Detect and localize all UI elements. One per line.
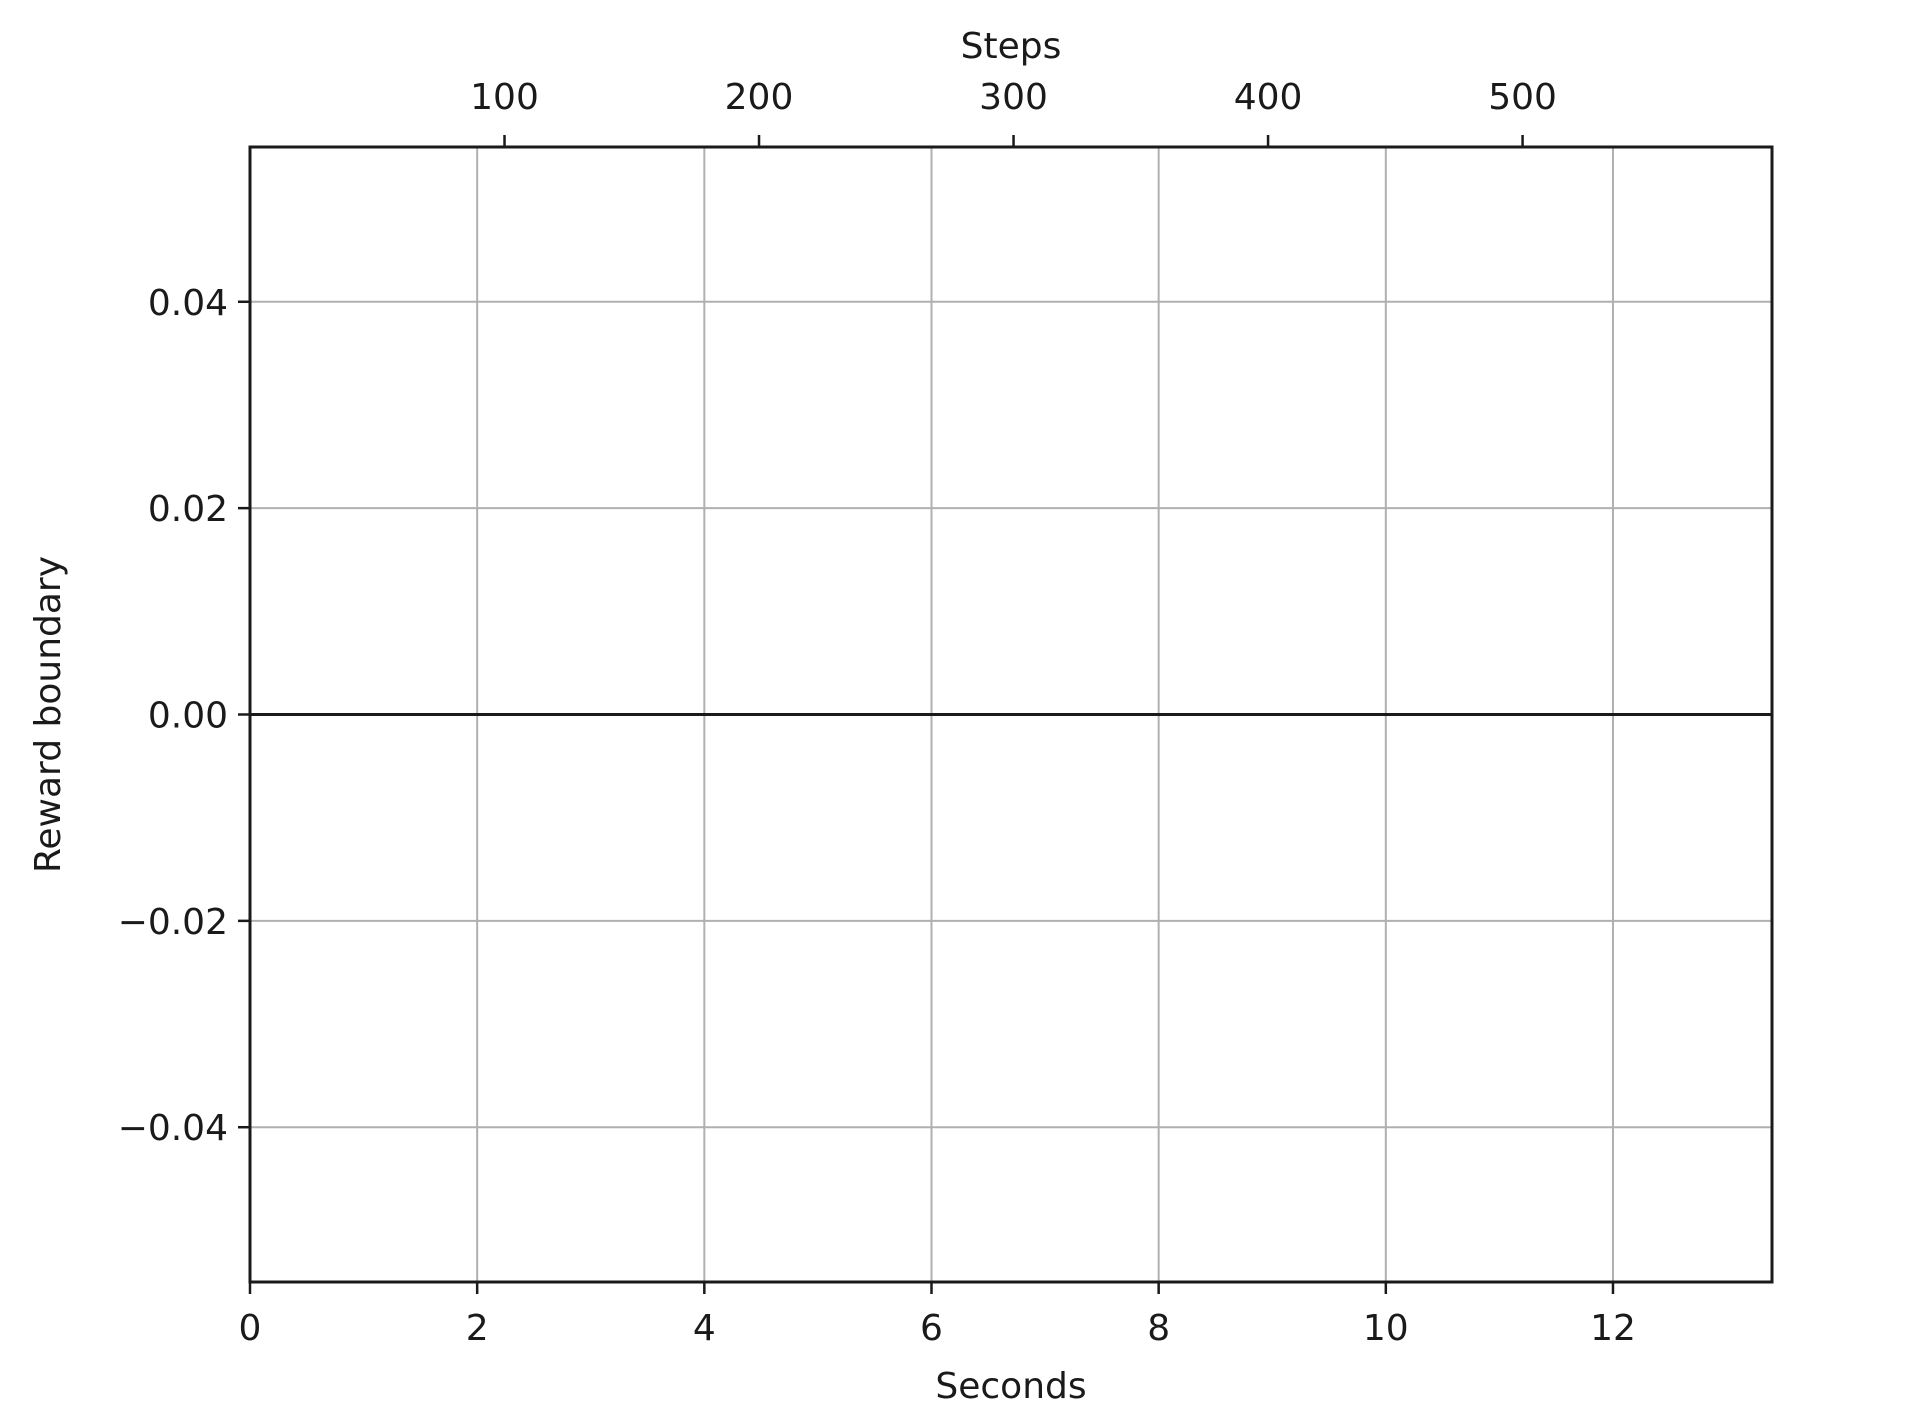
y-tick-label: −0.04 (118, 1108, 228, 1149)
top-axis-label: Steps (961, 26, 1062, 67)
y-tick-label: 0.04 (148, 283, 228, 324)
top-tick-label: 100 (470, 77, 539, 118)
top-tick-label: 200 (725, 77, 794, 118)
x-tick-label: 0 (239, 1308, 262, 1349)
x-axis-label: Seconds (935, 1366, 1086, 1407)
x-tick-label: 12 (1590, 1308, 1636, 1349)
x-tick-label: 6 (920, 1308, 943, 1349)
x-tick-label: 8 (1147, 1308, 1170, 1349)
top-tick-label: 300 (979, 77, 1048, 118)
y-axis-label: Reward boundary (28, 556, 69, 873)
top-tick-label: 400 (1234, 77, 1303, 118)
y-tick-label: 0.02 (148, 489, 228, 530)
y-tick-label: 0.00 (148, 696, 228, 737)
x-tick-label: 10 (1363, 1308, 1409, 1349)
x-tick-label: 4 (693, 1308, 716, 1349)
y-tick-label: −0.02 (118, 902, 228, 943)
ticks: 0 2 4 6 8 10 12 0.04 0.02 0.00 −0.02 −0.04 100 200 300… (118, 77, 1636, 1349)
x-tick-label: 2 (466, 1308, 489, 1349)
top-tick-label: 500 (1488, 77, 1557, 118)
